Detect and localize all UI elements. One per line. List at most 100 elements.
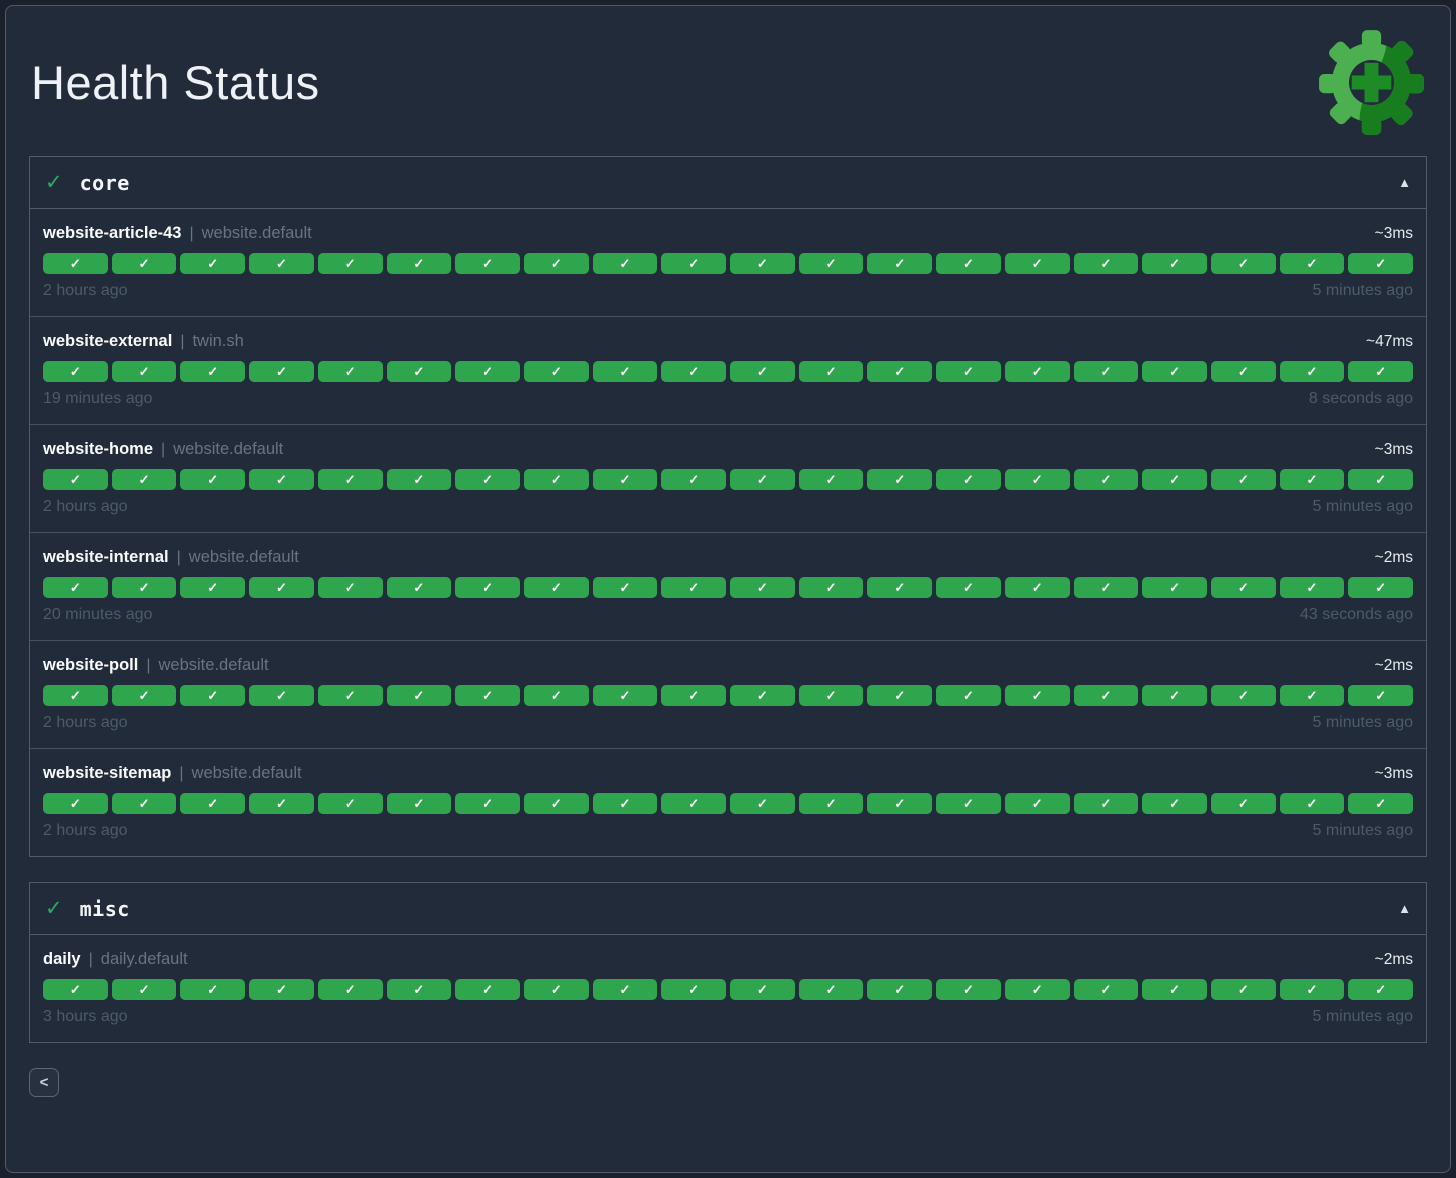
status-bead-ok: ✓ (1348, 577, 1414, 598)
status-bead-ok: ✓ (1348, 979, 1414, 1000)
status-bead-ok: ✓ (1004, 361, 1070, 382)
status-bead-ok: ✓ (1279, 685, 1345, 706)
status-bead-ok: ✓ (111, 361, 177, 382)
first-check-time: 2 hours ago (43, 282, 128, 299)
status-bead-ok: ✓ (1279, 469, 1345, 490)
status-bead-ok: ✓ (867, 253, 933, 274)
last-check-time: 5 minutes ago (1312, 822, 1413, 839)
status-bead-ok: ✓ (1004, 253, 1070, 274)
status-bead-ok: ✓ (730, 979, 795, 1000)
status-bead-ok: ✓ (1142, 469, 1207, 490)
status-bead-ok: ✓ (1004, 979, 1070, 1000)
page-title: Health Status (31, 55, 320, 109)
check-times: 2 hours ago 5 minutes ago (43, 822, 1413, 840)
check-times: 2 hours ago 5 minutes ago (43, 498, 1413, 516)
status-bead-ok: ✓ (317, 979, 383, 1000)
status-bead-ok: ✓ (936, 979, 1001, 1000)
status-bead-strip: ✓ ✓ ✓ ✓ ✓ ✓ ✓ ✓ ✓ ✓ ✓ ✓ ✓ ✓ ✓ ✓ ✓ ✓ ✓ ✓ (43, 361, 1414, 382)
section-header[interactable]: ✓ core ▲ (30, 157, 1426, 209)
status-bead-ok: ✓ (661, 361, 727, 382)
status-bead-ok: ✓ (661, 979, 727, 1000)
check-row-header: website-external | twin.sh ~47ms (43, 332, 1413, 351)
status-bead-ok: ✓ (730, 793, 795, 814)
status-bead-strip: ✓ ✓ ✓ ✓ ✓ ✓ ✓ ✓ ✓ ✓ ✓ ✓ ✓ ✓ ✓ ✓ ✓ ✓ ✓ ✓ (43, 793, 1414, 814)
status-bead-ok: ✓ (317, 793, 383, 814)
check-latency: ~2ms (1374, 951, 1413, 968)
check-separator: | (189, 225, 194, 242)
check-name: website-external (43, 332, 173, 350)
status-bead-ok: ✓ (730, 577, 795, 598)
status-bead-ok: ✓ (592, 253, 658, 274)
first-check-time: 2 hours ago (43, 822, 128, 839)
status-bead-ok: ✓ (798, 253, 864, 274)
status-bead-ok: ✓ (43, 469, 108, 490)
status-bead-ok: ✓ (111, 979, 177, 1000)
last-check-time: 5 minutes ago (1312, 1008, 1413, 1025)
last-check-time: 5 minutes ago (1312, 714, 1413, 731)
status-bead-ok: ✓ (1142, 253, 1207, 274)
check-name: website-home (43, 440, 154, 458)
check-separator: | (180, 333, 185, 350)
status-bead-ok: ✓ (249, 577, 314, 598)
status-bead-ok: ✓ (1073, 685, 1139, 706)
collapse-triangle-icon[interactable]: ▲ (1398, 901, 1411, 916)
status-bead-ok: ✓ (249, 793, 314, 814)
status-bead-ok: ✓ (798, 361, 864, 382)
status-bead-ok: ✓ (661, 685, 727, 706)
status-bead-ok: ✓ (798, 793, 864, 814)
check-row-header: website-article-43 | website.default ~3m… (43, 224, 1413, 243)
section-header[interactable]: ✓ misc ▲ (30, 883, 1426, 935)
first-check-time: 2 hours ago (43, 498, 128, 515)
status-bead-ok: ✓ (1348, 793, 1414, 814)
status-bead-ok: ✓ (317, 253, 383, 274)
status-bead-ok: ✓ (936, 577, 1001, 598)
status-bead-ok: ✓ (1142, 577, 1207, 598)
check-times: 2 hours ago 5 minutes ago (43, 714, 1413, 732)
status-bead-ok: ✓ (180, 253, 246, 274)
status-bead-ok: ✓ (867, 685, 933, 706)
status-bead-ok: ✓ (730, 685, 795, 706)
check-group-label: twin.sh (192, 332, 244, 350)
status-bead-ok: ✓ (455, 793, 520, 814)
status-bead-ok: ✓ (386, 979, 452, 1000)
status-bead-ok: ✓ (867, 793, 933, 814)
health-check-row: website-sitemap | website.default ~3ms ✓… (30, 749, 1426, 856)
first-check-time: 2 hours ago (43, 714, 128, 731)
status-bead-ok: ✓ (455, 253, 520, 274)
status-bead-ok: ✓ (867, 361, 933, 382)
status-bead-ok: ✓ (936, 361, 1001, 382)
status-bead-ok: ✓ (523, 253, 589, 274)
status-bead-ok: ✓ (1210, 577, 1276, 598)
last-check-time: 43 seconds ago (1300, 606, 1413, 623)
chevron-left-icon: < (39, 1074, 49, 1091)
status-bead-ok: ✓ (1142, 793, 1207, 814)
status-bead-ok: ✓ (1279, 361, 1345, 382)
check-separator: | (179, 765, 184, 782)
status-bead-ok: ✓ (1348, 685, 1414, 706)
status-bead-ok: ✓ (1279, 253, 1345, 274)
collapse-triangle-icon[interactable]: ▲ (1398, 175, 1411, 190)
status-bead-ok: ✓ (661, 577, 727, 598)
check-group-label: website.default (201, 224, 312, 242)
status-bead-ok: ✓ (1210, 253, 1276, 274)
status-bead-strip: ✓ ✓ ✓ ✓ ✓ ✓ ✓ ✓ ✓ ✓ ✓ ✓ ✓ ✓ ✓ ✓ ✓ ✓ ✓ ✓ (43, 685, 1414, 706)
status-bead-ok: ✓ (1073, 361, 1139, 382)
status-bead-ok: ✓ (43, 577, 108, 598)
status-bead-strip: ✓ ✓ ✓ ✓ ✓ ✓ ✓ ✓ ✓ ✓ ✓ ✓ ✓ ✓ ✓ ✓ ✓ ✓ ✓ ✓ (43, 979, 1414, 1000)
check-group-section: ✓ misc ▲ daily | daily.default ~2ms ✓ ✓ ✓ ✓… (29, 882, 1427, 1043)
last-check-time: 5 minutes ago (1312, 498, 1413, 515)
back-button[interactable]: < (29, 1068, 59, 1097)
status-bead-ok: ✓ (523, 793, 589, 814)
status-bead-ok: ✓ (523, 361, 589, 382)
status-bead-ok: ✓ (317, 577, 383, 598)
status-bead-ok: ✓ (523, 577, 589, 598)
status-bead-ok: ✓ (730, 361, 795, 382)
status-bead-ok: ✓ (936, 469, 1001, 490)
check-separator: | (88, 951, 93, 968)
status-bead-ok: ✓ (386, 361, 452, 382)
status-bead-ok: ✓ (1073, 253, 1139, 274)
last-check-time: 8 seconds ago (1308, 390, 1413, 407)
check-name: website-poll (43, 656, 139, 674)
health-check-row: website-internal | website.default ~2ms … (30, 533, 1426, 641)
check-name: website-internal (43, 548, 169, 566)
